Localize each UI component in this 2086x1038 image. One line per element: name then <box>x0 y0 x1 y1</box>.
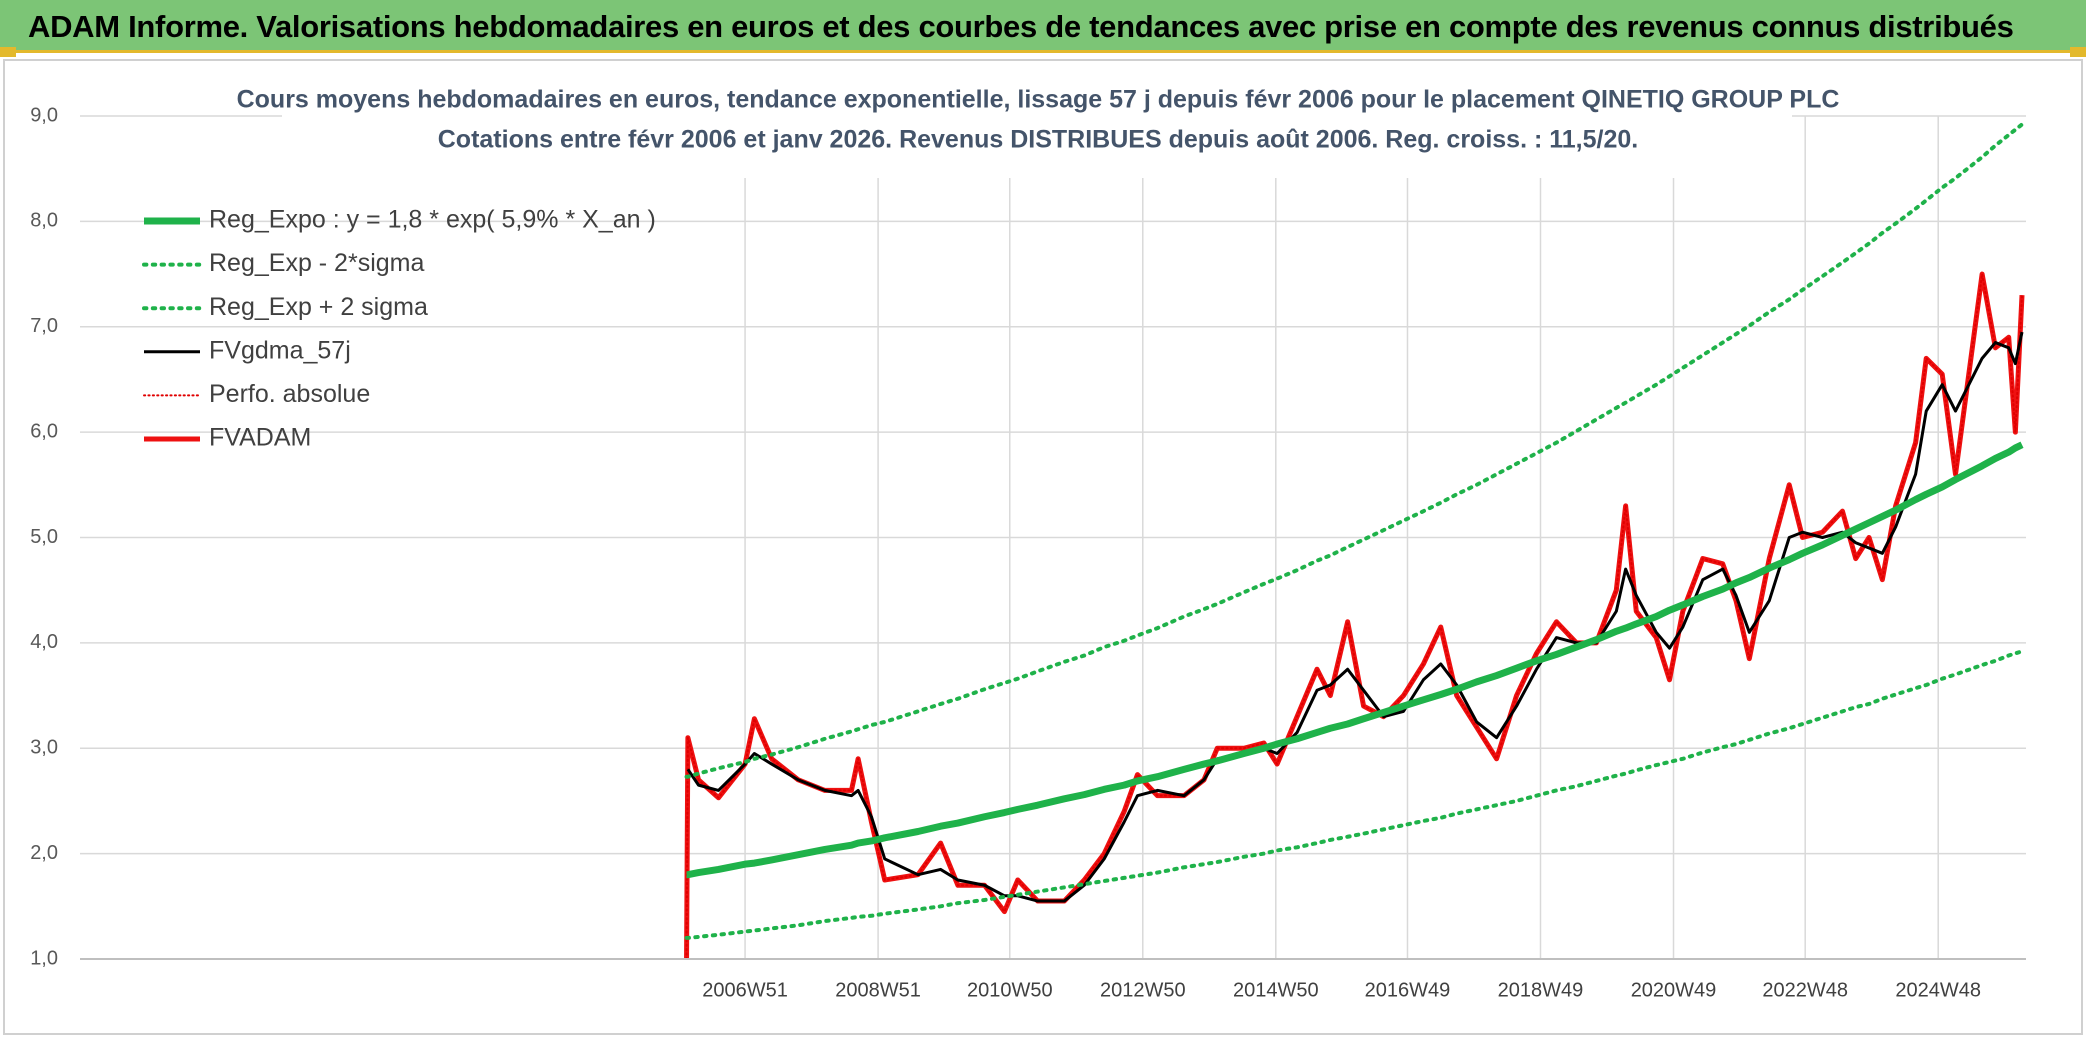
chart: 1,0 2,0 3,0 4,0 5,0 6,0 7,0 8,0 9,0 2006W51 2008W5… <box>3 59 2083 1035</box>
legend-label: Reg_Exp + 2 sigma <box>209 293 428 321</box>
series-line <box>684 441 2024 879</box>
series-line <box>685 273 2024 960</box>
y-tick-label: 9,0 <box>30 104 58 126</box>
header-title: ADAM Informe. Valorisations hebdomadaire… <box>28 9 2014 44</box>
header-bar: ADAM Informe. Valorisations hebdomadaire… <box>0 0 2086 53</box>
y-tick-label: 5,0 <box>30 526 58 548</box>
x-tick-label: 2018W49 <box>1498 979 1584 1001</box>
chart-subtitle: Cotations entre févr 2006 et janv 2026. … <box>438 126 1638 154</box>
chart-title: Cours moyens hebdomadaires en euros, ten… <box>237 86 1840 114</box>
x-tick-label: 2006W51 <box>702 979 788 1001</box>
corner <box>2070 47 2086 57</box>
legend-label: FVADAM <box>209 424 311 452</box>
series-line <box>684 649 2025 940</box>
y-tick-label: 2,0 <box>30 842 58 864</box>
corner <box>0 47 16 57</box>
y-tick-label: 8,0 <box>30 210 58 232</box>
y-tick-label: 7,0 <box>30 315 58 337</box>
legend-label: FVgdma_57j <box>209 336 351 364</box>
y-tick-label: 6,0 <box>30 420 58 442</box>
x-tick-label: 2022W48 <box>1762 979 1848 1001</box>
x-tick-label: 2024W48 <box>1895 979 1981 1001</box>
series-line <box>686 331 2024 903</box>
title-background <box>282 82 1792 178</box>
legend-label: Perfo. absolue <box>209 380 370 408</box>
x-tick-label: 2014W50 <box>1233 979 1319 1001</box>
series-line <box>684 122 2025 779</box>
x-tick-label: 2016W49 <box>1365 979 1451 1001</box>
y-tick-label: 3,0 <box>30 737 58 759</box>
y-tick-label: 4,0 <box>30 631 58 653</box>
legend-label: Reg_Expo : y = 1,8 * exp( 5,9% * X_an ) <box>209 206 656 234</box>
x-tick-label: 2020W49 <box>1631 979 1717 1001</box>
legend-label: Reg_Exp - 2*sigma <box>209 249 424 277</box>
x-tick-label: 2010W50 <box>967 979 1053 1001</box>
chart-frame <box>3 59 2083 1035</box>
x-tick-label: 2012W50 <box>1100 979 1186 1001</box>
x-tick-label: 2008W51 <box>835 979 921 1001</box>
y-tick-label: 1,0 <box>30 947 58 969</box>
